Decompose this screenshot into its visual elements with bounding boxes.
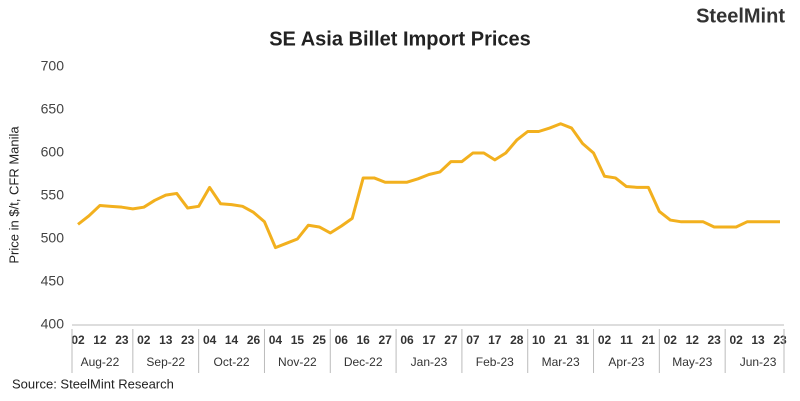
month-label: Mar-23: [542, 355, 580, 369]
y-tick-label: 450: [41, 273, 65, 289]
x-tick-label: 25: [313, 333, 327, 347]
x-tick-label: 10: [532, 333, 546, 347]
x-tick-label: 12: [93, 333, 107, 347]
x-tick-label: 13: [159, 333, 173, 347]
x-tick-label: 27: [444, 333, 458, 347]
brand-logo: SteelMint: [696, 5, 785, 27]
month-label: Nov-22: [278, 355, 317, 369]
x-tick-label: 31: [576, 333, 590, 347]
x-tick-label: 27: [378, 333, 392, 347]
x-tick-label: 11: [620, 333, 633, 347]
x-tick-label: 16: [357, 333, 371, 347]
x-tick-label: 21: [642, 333, 656, 347]
x-tick-label: 14: [225, 333, 239, 347]
x-tick-label: 28: [510, 333, 524, 347]
x-tick-label: 12: [686, 333, 700, 347]
x-tick-label: 21: [554, 333, 568, 347]
source-note: Source: SteelMint Research: [12, 376, 174, 391]
month-label: Sep-22: [146, 355, 185, 369]
month-label: Dec-22: [344, 355, 383, 369]
y-tick-label: 500: [41, 230, 65, 246]
x-tick-label: 06: [335, 333, 349, 347]
x-tick-label: 02: [729, 333, 743, 347]
x-tick-label: 26: [247, 333, 261, 347]
x-tick-label: 06: [400, 333, 414, 347]
month-label: Apr-23: [608, 355, 644, 369]
month-label: Aug-22: [81, 355, 120, 369]
y-tick-label: 600: [41, 144, 65, 160]
month-label: Feb-23: [476, 355, 514, 369]
x-tick-label: 23: [181, 333, 195, 347]
month-label: Jun-23: [740, 355, 777, 369]
month-label: Oct-22: [214, 355, 250, 369]
y-tick-label: 700: [41, 58, 65, 74]
x-tick-label: 23: [773, 333, 787, 347]
x-tick-label: 04: [203, 333, 217, 347]
x-tick-label: 07: [466, 333, 480, 347]
x-tick-label: 02: [598, 333, 612, 347]
month-label: Jan-23: [411, 355, 448, 369]
x-tick-label: 02: [71, 333, 85, 347]
y-tick-label: 400: [41, 316, 65, 332]
chart-title: SE Asia Billet Import Prices: [269, 28, 531, 50]
line-series: [77, 122, 780, 250]
y-axis-title: Price in $/t, CFR Manila: [6, 126, 21, 264]
x-tick-label: 17: [488, 333, 502, 347]
x-tick-label: 23: [708, 333, 722, 347]
x-tick-label: 23: [115, 333, 129, 347]
x-tick-label: 17: [422, 333, 436, 347]
month-label: May-23: [672, 355, 712, 369]
y-tick-label: 650: [41, 101, 65, 117]
y-tick-label: 550: [41, 187, 65, 203]
x-tick-label: 13: [751, 333, 765, 347]
x-tick-label: 04: [269, 333, 283, 347]
x-tick-label: 15: [291, 333, 305, 347]
x-tick-label: 02: [137, 333, 151, 347]
x-tick-label: 02: [664, 333, 678, 347]
